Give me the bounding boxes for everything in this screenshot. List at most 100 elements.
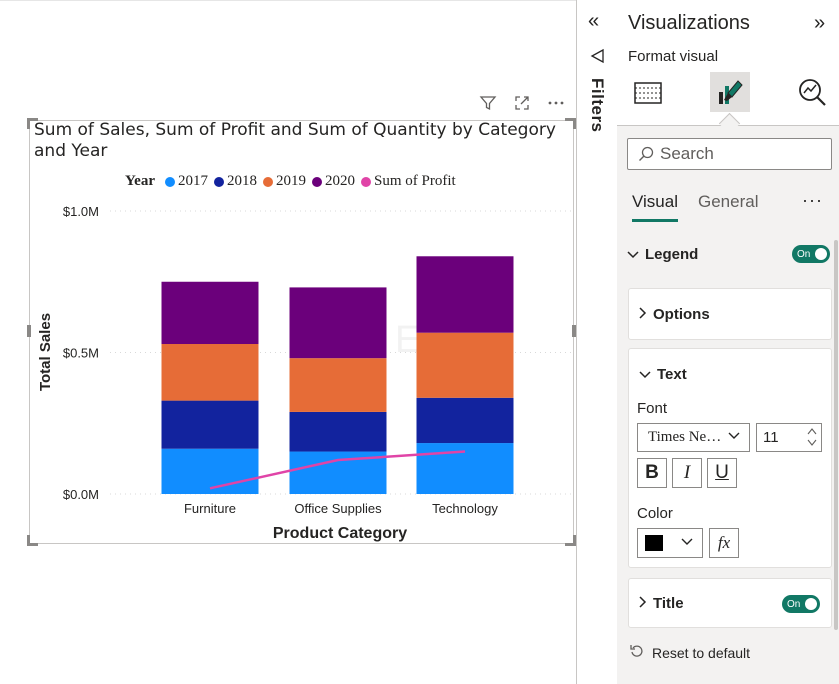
- legend-section-label: Legend: [645, 245, 699, 263]
- focus-mode-icon[interactable]: [512, 94, 532, 112]
- legend-section-header[interactable]: Legend: [627, 242, 833, 266]
- chevron-down-icon: [627, 246, 639, 262]
- collapse-left-icon[interactable]: «: [588, 10, 600, 32]
- x-tick-label: Office Supplies: [294, 501, 382, 516]
- bar-2019: [289, 358, 387, 412]
- more-tabs-icon[interactable]: ···: [802, 190, 823, 210]
- toggle-label: On: [797, 248, 811, 260]
- legend-item-profit[interactable]: Sum of Profit: [361, 173, 456, 190]
- filter-icon[interactable]: [478, 94, 498, 112]
- search-input[interactable]: Search: [627, 138, 832, 170]
- table-grid-icon: [634, 82, 662, 104]
- format-visual-button[interactable]: [710, 72, 750, 112]
- bar-2020: [161, 281, 259, 345]
- resize-handle-top-right[interactable]: [565, 118, 576, 129]
- bar-2019: [416, 332, 514, 398]
- options-label: Options: [653, 305, 710, 323]
- legend-item-2018[interactable]: 2018: [214, 173, 257, 190]
- title-section-header[interactable]: Title: [629, 579, 831, 627]
- tab-general[interactable]: General: [698, 192, 759, 211]
- font-family-dropdown[interactable]: Times Ne…: [637, 423, 750, 452]
- toggle-knob: [815, 248, 827, 260]
- bar-2020: [416, 256, 514, 333]
- legend-item-2020[interactable]: 2020: [312, 173, 355, 190]
- legend-dot: [263, 176, 273, 187]
- reset-icon: [630, 644, 644, 662]
- legend-dot: [361, 176, 371, 187]
- underline-button[interactable]: U: [707, 458, 737, 488]
- font-family-value: Times Ne…: [648, 429, 722, 445]
- paintbrush-chart-icon: [719, 80, 743, 104]
- bar-2019: [161, 344, 259, 401]
- expand-right-icon[interactable]: »: [814, 12, 826, 34]
- legend-label: 2017: [178, 173, 208, 189]
- color-picker[interactable]: [637, 528, 703, 558]
- y-tick-label: $0.5M: [63, 346, 99, 361]
- build-visual-button[interactable]: [628, 72, 668, 112]
- font-label: Font: [637, 400, 668, 417]
- resize-handle-bottom-right[interactable]: [565, 535, 576, 546]
- filter-pane-icon[interactable]: [589, 48, 605, 69]
- text-section-header[interactable]: Text: [629, 349, 831, 399]
- pane-subtitle: Format visual: [628, 48, 719, 65]
- analytics-button[interactable]: [792, 72, 832, 112]
- legend-dot: [165, 176, 175, 187]
- top-divider: [0, 0, 576, 1]
- resize-handle-bottom-left[interactable]: [27, 535, 38, 546]
- reset-label: Reset to default: [652, 645, 751, 661]
- more-options-icon[interactable]: [546, 94, 566, 112]
- legend-title: Year: [125, 173, 155, 189]
- legend-toggle[interactable]: On: [792, 245, 830, 263]
- legend-item-2019[interactable]: 2019: [263, 173, 306, 190]
- toggle-label: On: [787, 598, 801, 610]
- font-size-stepper[interactable]: 11: [756, 423, 822, 452]
- options-card: Options: [628, 288, 832, 340]
- italic-button[interactable]: I: [672, 458, 702, 488]
- pane-scrollbar[interactable]: [834, 240, 838, 630]
- title-toggle[interactable]: On: [782, 595, 820, 613]
- y-tick-label: $1.0M: [63, 204, 99, 219]
- resize-handle-right[interactable]: [572, 325, 576, 337]
- pane-divider: [576, 0, 577, 684]
- bar-2017: [416, 443, 514, 494]
- bar-2018: [416, 397, 514, 444]
- legend-label: 2018: [227, 173, 257, 189]
- legend-dot: [214, 176, 224, 187]
- bar-2018: [289, 411, 387, 452]
- bar-2018: [161, 400, 259, 449]
- bar-2017: [161, 448, 259, 494]
- conditional-format-button[interactable]: fx: [709, 528, 739, 558]
- reset-to-default-link[interactable]: Reset to default: [630, 644, 750, 662]
- color-swatch: [645, 535, 663, 551]
- chevron-right-icon: [639, 595, 647, 611]
- font-size-value: 11: [763, 429, 779, 446]
- legend-label: Sum of Profit: [374, 173, 456, 189]
- y-tick-label: $0.0M: [63, 487, 99, 502]
- chevron-down-icon: [727, 429, 741, 446]
- pane-title: Visualizations: [628, 12, 750, 34]
- resize-handle-left[interactable]: [27, 325, 31, 337]
- legend-label: 2019: [276, 173, 306, 189]
- bold-button[interactable]: B: [637, 458, 667, 488]
- profit-line: [209, 450, 466, 490]
- legend-item-2017[interactable]: 2017: [165, 173, 208, 190]
- filters-label[interactable]: Filters: [588, 78, 607, 133]
- stepper-arrows-icon[interactable]: [807, 426, 817, 451]
- title-label: Title: [653, 594, 684, 612]
- chart-title: Sum of Sales, Sum of Profit and Sum of Q…: [34, 120, 556, 161]
- format-tabs: Visual General: [632, 192, 758, 222]
- legend-label: 2020: [325, 173, 355, 189]
- chevron-down-icon: [639, 366, 651, 382]
- options-section-header[interactable]: Options: [629, 289, 831, 339]
- bar-2020: [289, 287, 387, 359]
- magnifier-chart-icon: [799, 79, 826, 106]
- toggle-knob: [805, 598, 817, 610]
- chart-legend: Year 2017 2018 2019 2020 Sum of Profit: [125, 173, 462, 190]
- x-tick-label: Technology: [432, 501, 498, 516]
- color-label: Color: [637, 505, 673, 522]
- resize-handle-top-left[interactable]: [27, 118, 38, 129]
- x-axis-title: Product Category: [273, 525, 407, 542]
- tab-visual[interactable]: Visual: [632, 192, 678, 222]
- visual-header: [478, 94, 566, 112]
